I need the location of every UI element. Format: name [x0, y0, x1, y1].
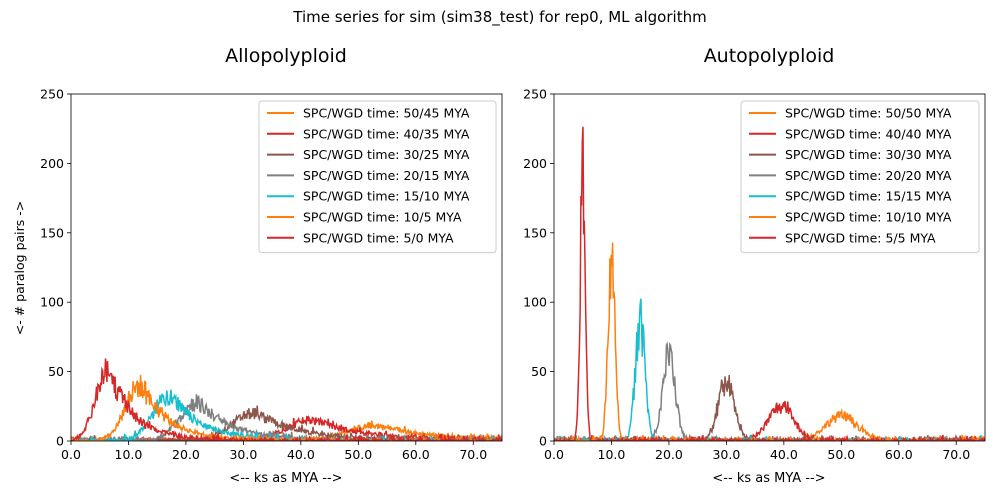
- legend-entry: SPC/WGD time: 40/40 MYA: [785, 126, 952, 141]
- x-tick-label: 60.0: [402, 447, 430, 462]
- y-tick-label: 100: [523, 295, 547, 310]
- x-tick-label: 70.0: [942, 447, 970, 462]
- x-tick-label: 20.0: [655, 447, 683, 462]
- legend-entry: SPC/WGD time: 40/35 MYA: [303, 126, 470, 141]
- legend-entry: SPC/WGD time: 30/25 MYA: [303, 147, 470, 162]
- y-tick-label: 150: [40, 225, 64, 240]
- legend-entry: SPC/WGD time: 20/20 MYA: [785, 168, 952, 183]
- x-tick-label: 50.0: [827, 447, 855, 462]
- y-tick-label: 250: [40, 87, 64, 102]
- legend-entry: SPC/WGD time: 10/10 MYA: [785, 210, 952, 225]
- x-tick-label: 60.0: [885, 447, 913, 462]
- x-tick-label: 0.0: [544, 447, 564, 462]
- y-tick-label: 200: [523, 156, 547, 171]
- x-tick-label: 20.0: [172, 447, 200, 462]
- figure-suptitle: Time series for sim (sim38_test) for rep…: [292, 8, 706, 27]
- legend-entry: SPC/WGD time: 20/15 MYA: [303, 168, 470, 183]
- x-tick-label: 40.0: [287, 447, 315, 462]
- series-line-6: [554, 126, 985, 441]
- legend-entry: SPC/WGD time: 5/0 MYA: [303, 230, 454, 245]
- x-tick-label: 50.0: [344, 447, 372, 462]
- x-tick-label: 40.0: [770, 447, 798, 462]
- axes-frame: [553, 93, 986, 442]
- y-axis-label: <- # paralog pairs ->: [12, 201, 27, 336]
- y-tick-label: 50: [48, 364, 64, 379]
- legend-entry: SPC/WGD time: 50/50 MYA: [785, 106, 952, 121]
- x-tick-label: 30.0: [712, 447, 740, 462]
- panel-title: Autopolyploid: [704, 45, 835, 67]
- legend-entry: SPC/WGD time: 10/5 MYA: [303, 210, 462, 225]
- axes-frame: [70, 93, 503, 442]
- x-axis-label: <-- ks as MYA -->: [712, 471, 825, 486]
- legend-entry: SPC/WGD time: 15/15 MYA: [785, 189, 952, 204]
- y-tick-label: 0: [56, 434, 64, 449]
- y-tick-label: 50: [531, 364, 547, 379]
- x-tick-label: 10.0: [115, 447, 143, 462]
- x-tick-label: 30.0: [229, 447, 257, 462]
- panel-autopolyploid: Autopolyploid <-- ks as MYA --> 0.0 10.0 2…: [523, 45, 986, 486]
- panel-title: Allopolyploid: [225, 45, 347, 67]
- y-tick-label: 100: [40, 295, 64, 310]
- series-line-4: [71, 389, 502, 441]
- legend: SPC/WGD time: 50/50 MYA SPC/WGD time: 40/…: [740, 100, 980, 254]
- y-tick-label: 150: [523, 225, 547, 240]
- legend-entry: SPC/WGD time: 5/5 MYA: [785, 230, 936, 245]
- x-tick-label: 10.0: [598, 447, 626, 462]
- legend: SPC/WGD time: 50/45 MYA SPC/WGD time: 40/…: [258, 100, 497, 254]
- plot-area: 0.0 10.0 20.0 30.0 40.0 50.0 60.0 70.0 0 50 100 150…: [523, 87, 986, 462]
- x-tick-label: 0.0: [61, 447, 81, 462]
- x-axis-label: <-- ks as MYA -->: [229, 471, 342, 486]
- panel-allopolyploid: Allopolyploid <- # paralog pairs -> <-- …: [12, 45, 503, 486]
- series-lines: [71, 358, 502, 441]
- legend-entry: SPC/WGD time: 30/30 MYA: [785, 147, 952, 162]
- y-tick-label: 200: [40, 156, 64, 171]
- x-tick-label: 70.0: [459, 447, 487, 462]
- y-tick-label: 0: [539, 434, 547, 449]
- plot-area: 0.0 10.0 20.0 30.0 40.0 50.0 60.0 70.0 0 50 100 150…: [40, 87, 503, 462]
- y-tick-label: 250: [523, 87, 547, 102]
- series-line-5: [554, 242, 985, 441]
- legend-entry: SPC/WGD time: 15/10 MYA: [303, 189, 470, 204]
- legend-entry: SPC/WGD time: 50/45 MYA: [303, 106, 470, 121]
